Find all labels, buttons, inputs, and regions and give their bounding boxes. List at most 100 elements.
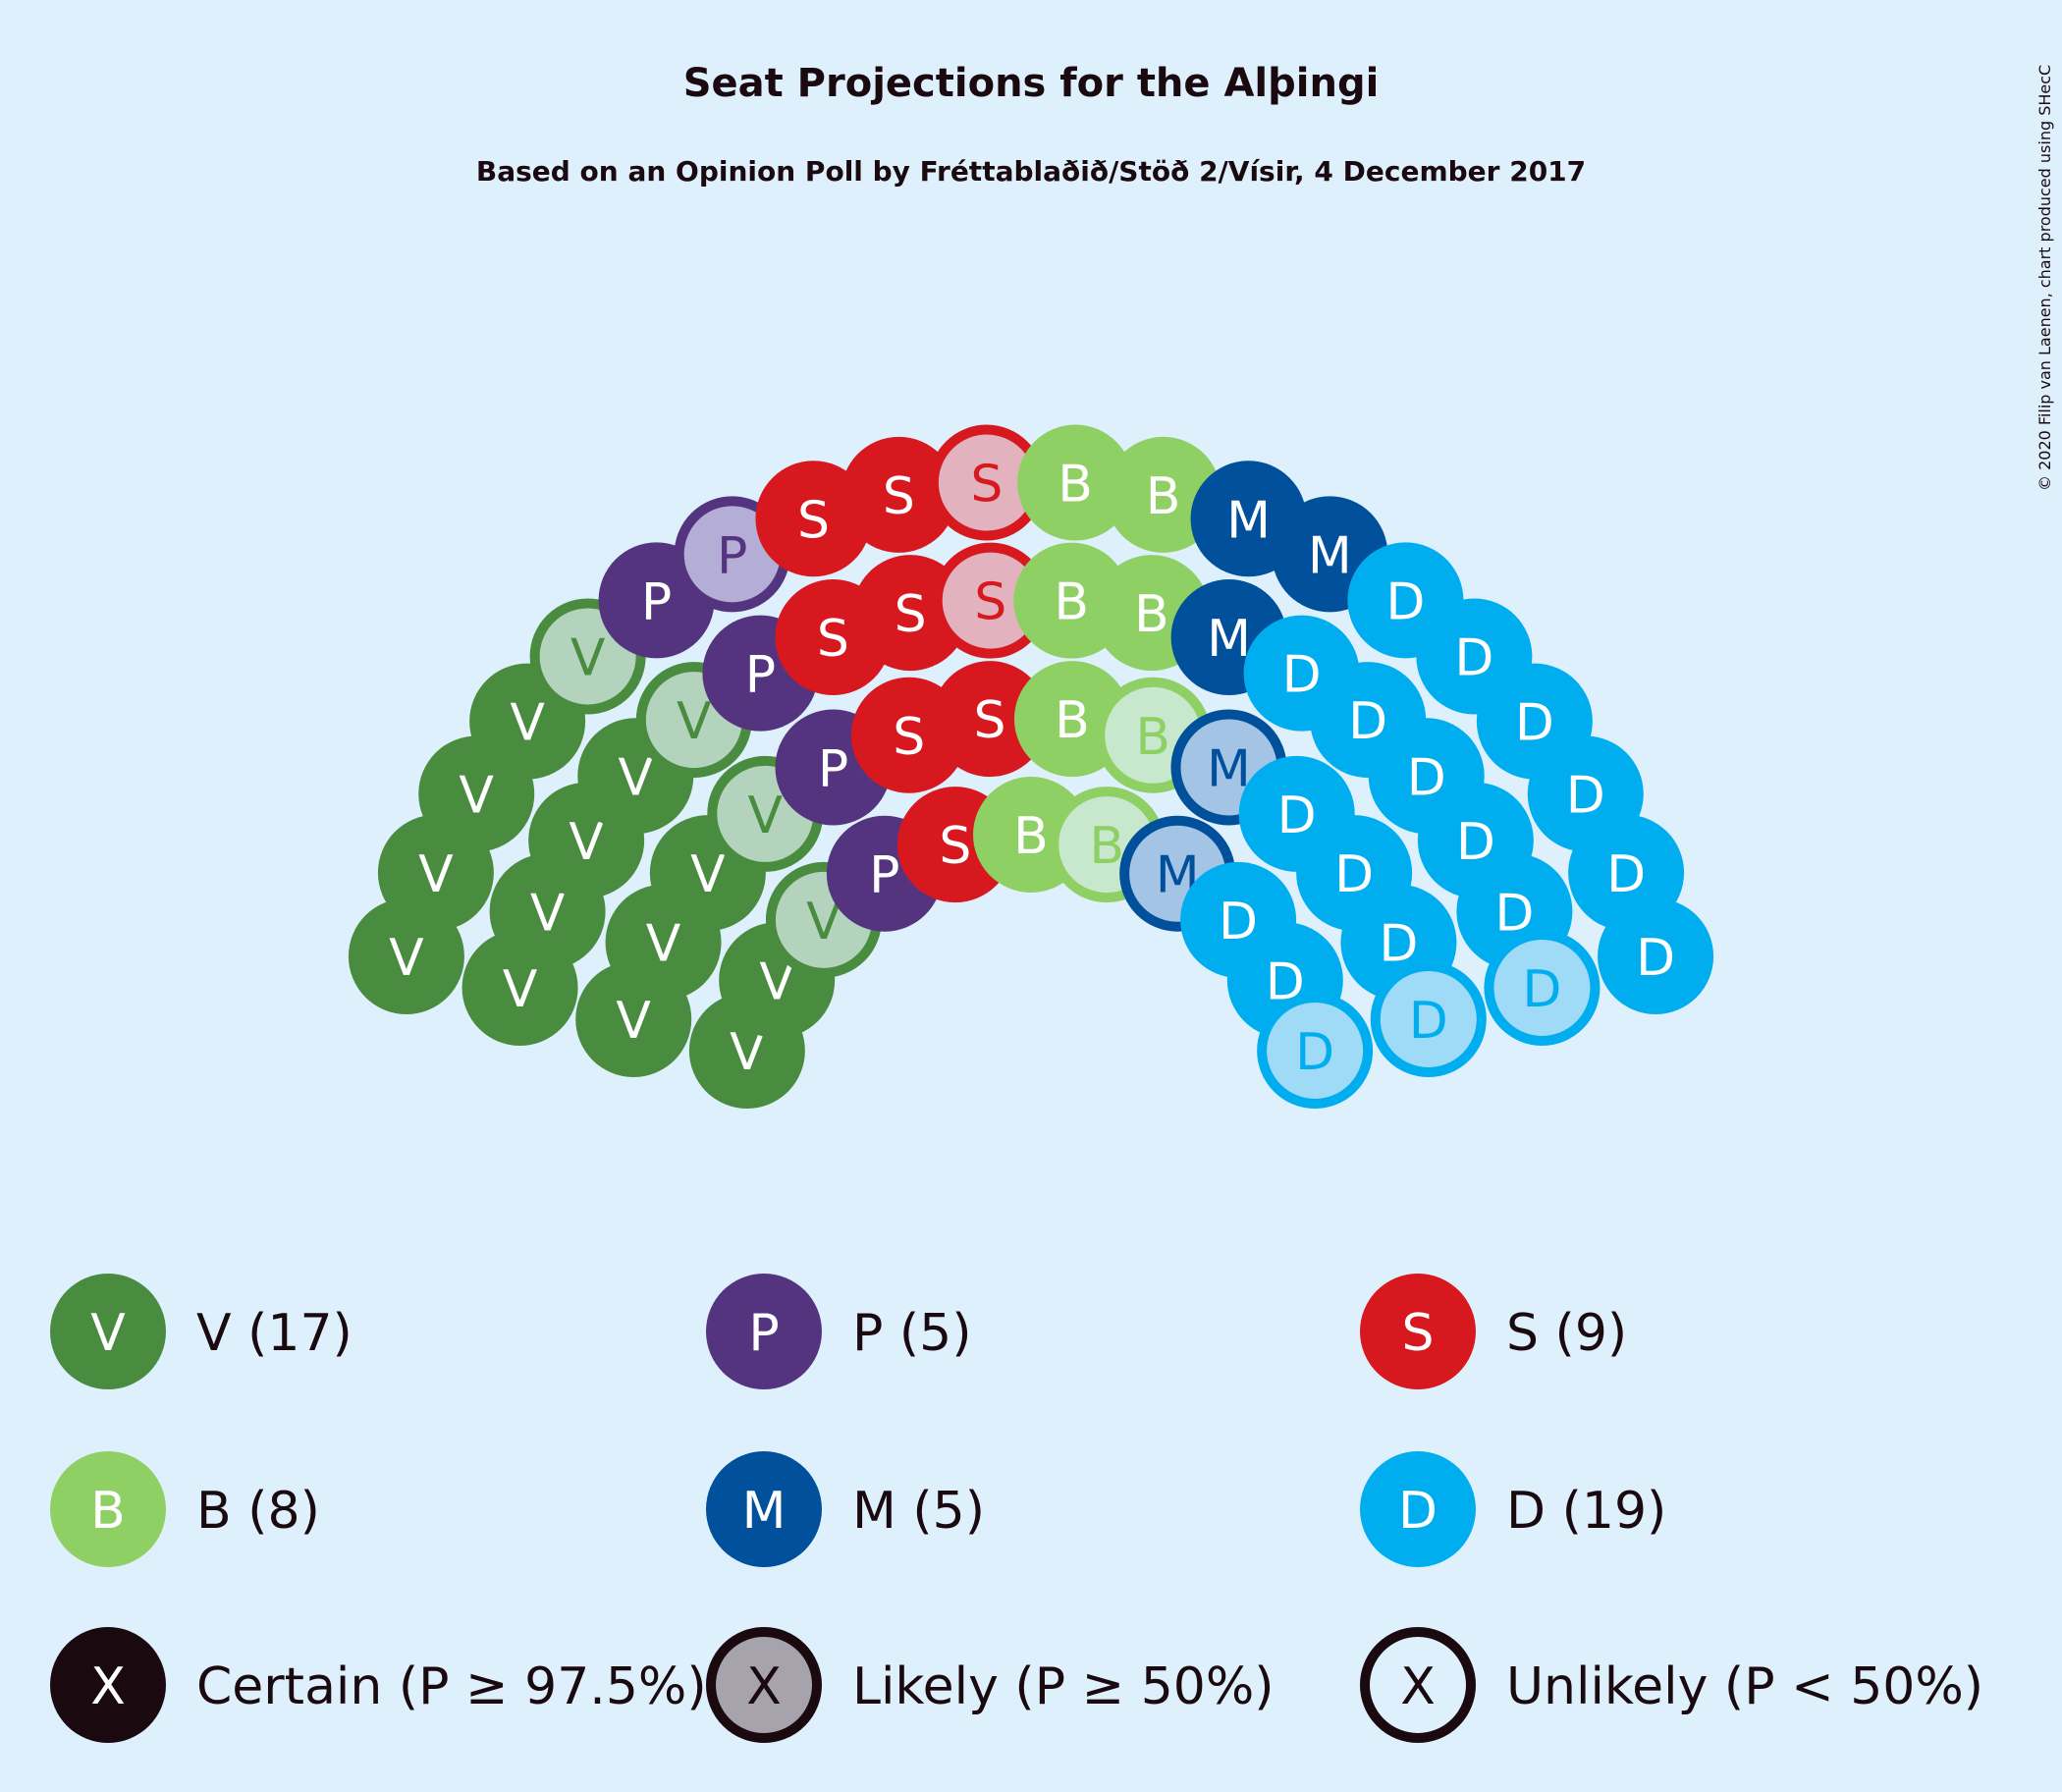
seat-circle: [1484, 929, 1601, 1046]
status-label: Unlikely (P < 50%): [1506, 1657, 1983, 1716]
seat-label: D: [1398, 1482, 1438, 1541]
seat-label: D: [1522, 960, 1561, 1019]
legend-label: M (5): [852, 1482, 985, 1541]
legend-label: B (8): [196, 1482, 320, 1541]
legend-status-likely: X Likely (P ≥ 50%): [706, 1627, 1275, 1743]
seat-label: B: [1135, 708, 1170, 767]
seat-label: V: [389, 929, 424, 988]
legend-swatch: D: [1360, 1451, 1476, 1567]
seat-v: V: [529, 598, 646, 715]
legend-item-s: S S (9): [1360, 1274, 1627, 1389]
status-symbol: X: [1400, 1657, 1436, 1716]
legend-label: D (19): [1506, 1482, 1666, 1541]
seat-label: S: [974, 573, 1006, 632]
status-label: Likely (P ≥ 50%): [852, 1657, 1275, 1716]
seat-label: B: [1146, 467, 1181, 526]
seat-label: V: [748, 787, 784, 845]
legend-status-unlikely: X Unlikely (P < 50%): [1360, 1627, 1983, 1743]
copyright-credit: © 2020 Filip van Laenen, chart produced …: [2035, 65, 2054, 491]
seat-label: S: [1401, 1304, 1434, 1363]
status-swatch: [50, 1627, 166, 1743]
seat-circle: [50, 1274, 166, 1389]
seat-label: P: [748, 1304, 779, 1363]
seat-label: D: [1385, 572, 1425, 631]
seat-label: S: [893, 708, 925, 767]
seat-label: V: [530, 884, 566, 943]
seat-s: S: [841, 436, 957, 553]
party-legend: V V (17) P P (5) S S (9) B B (8) M M (5) D D (19): [50, 1274, 1666, 1567]
seat-s: S: [932, 661, 1049, 778]
legend-label: V (17): [196, 1304, 353, 1363]
seat-label: P: [818, 739, 848, 798]
seat-label: V: [418, 845, 454, 904]
seat-label: M: [1226, 491, 1271, 550]
seat-circle: [1360, 1274, 1476, 1389]
seat-label: D: [1454, 628, 1493, 687]
seat-d: D: [1370, 960, 1487, 1077]
seat-label: S: [939, 817, 971, 876]
seat-s: S: [932, 542, 1049, 659]
status-symbol: X: [90, 1657, 126, 1716]
seat-label: D: [1277, 787, 1317, 845]
legend-swatch: P: [706, 1274, 822, 1389]
seat-label: D: [1409, 992, 1448, 1051]
seat-label: P: [641, 572, 672, 631]
seat-label: D: [1515, 694, 1554, 753]
seat-label: S: [895, 585, 927, 644]
seat-d: D: [1598, 897, 1714, 1014]
chart-subtitle: Based on an Opinion Poll by Fréttablaðið…: [476, 155, 1586, 188]
seat-label: M: [742, 1482, 787, 1541]
seat-label: B: [1058, 456, 1093, 515]
seat-d: D: [1484, 929, 1601, 1046]
seat-label: B: [1089, 817, 1124, 876]
seat-label: M: [1207, 739, 1251, 798]
status-swatch: [1360, 1627, 1476, 1743]
seat-label: D: [1636, 929, 1675, 988]
status-symbol: X: [746, 1657, 782, 1716]
seat-hemicycle: VVVVVVVVVVVVVVVVVPPPPPSSSSSSSSSBBBBBBBBM…: [348, 424, 1714, 1109]
seat-label: M: [1207, 610, 1251, 669]
seat-s: S: [928, 424, 1045, 541]
legend-swatch: V: [50, 1274, 166, 1389]
legend-item-b: B B (8): [50, 1451, 320, 1567]
legend-swatch: B: [50, 1451, 166, 1567]
seat-label: V: [569, 813, 604, 872]
seat-label: V: [503, 960, 538, 1019]
seat-label: S: [970, 456, 1003, 515]
seat-label: M: [1308, 526, 1352, 585]
seat-label: P: [717, 526, 747, 585]
legend-item-p: P P (5): [706, 1274, 972, 1389]
seat-circle: [841, 436, 957, 553]
seat-circle: [1017, 424, 1134, 541]
legend-label: S (9): [1506, 1304, 1627, 1363]
legend-item-v: V V (17): [50, 1274, 353, 1389]
seat-b: B: [1017, 424, 1134, 541]
seat-label: V: [618, 748, 653, 807]
chart-title: Seat Projections for the Alþingi: [683, 61, 1380, 106]
seat-label: D: [1566, 766, 1605, 825]
seat-label: S: [974, 691, 1006, 750]
seat-label: B: [1055, 691, 1090, 750]
seat-circle: [1257, 992, 1374, 1109]
seat-b: B: [973, 777, 1089, 893]
seat-label: V: [690, 845, 726, 904]
seat-circle: [1598, 897, 1714, 1014]
seat-circle: [706, 1274, 822, 1389]
seat-label: P: [745, 646, 776, 705]
seat-circle: [1360, 1451, 1476, 1567]
seat-label: V: [90, 1304, 126, 1363]
seat-circle: [50, 1451, 166, 1567]
seat-label: B: [1013, 807, 1049, 866]
seat-label: B: [1134, 585, 1169, 644]
seat-label: D: [1282, 646, 1322, 705]
seat-label: S: [817, 610, 849, 669]
seat-d: D: [1257, 992, 1374, 1109]
legend-swatch: M: [706, 1451, 822, 1567]
seat-label: D: [1606, 845, 1646, 904]
seat-label: V: [677, 692, 712, 751]
legend-swatch: S: [1360, 1274, 1476, 1389]
seat-label: V: [646, 915, 681, 974]
legend-item-d: D D (19): [1360, 1451, 1666, 1567]
seat-circle: [706, 1451, 822, 1567]
seat-label: V: [459, 766, 494, 825]
